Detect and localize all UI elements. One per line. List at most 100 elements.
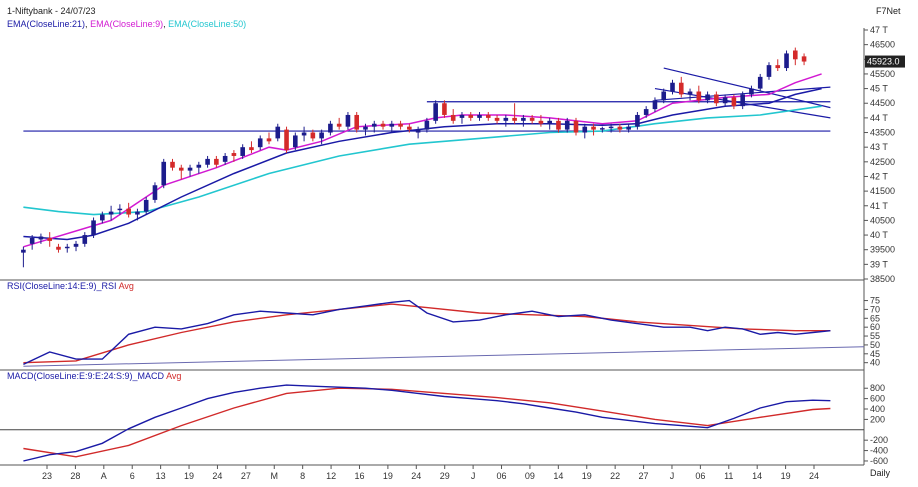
x-tick-label: M [271,471,279,481]
macd-title: MACD(CloseLine:E:9:E:24:S:9)_MACD [7,371,165,381]
candle-body [494,117,500,121]
x-tick-label: 27 [241,471,251,481]
candle-body [161,161,167,186]
price-tick-label: 39 T [870,259,888,269]
candle-body [696,91,702,101]
x-tick-label: 19 [781,471,791,481]
macd-tick-label: -200 [870,435,888,445]
candle-body [705,94,710,101]
ema50-legend: EMA(CloseLine:50) [168,19,247,29]
price-tick-label: 38500 [870,274,895,284]
candle-body [485,114,491,118]
candle-body [433,103,438,121]
candle-body [424,120,430,130]
candle-body [38,236,44,240]
candle-body [784,53,789,69]
candle-body [64,246,70,249]
candle-body [214,158,219,165]
candle-body [135,211,140,215]
candle-body [670,82,675,92]
macd-avg-line [23,387,831,458]
price-tick-label: 41500 [870,186,895,196]
candle-body [117,208,123,211]
candle-body [301,132,307,136]
candle-body [801,56,807,62]
x-tick-label: 22 [610,471,620,481]
candle-body [126,208,131,215]
candle-body [73,243,79,247]
price-tick-label: 43 T [870,142,888,152]
price-tick-label: 40500 [870,215,895,225]
macd-tick-label: 400 [870,404,885,414]
price-tick-label: 46500 [870,40,895,50]
candle-body [652,100,658,110]
candle-body [740,94,745,107]
ema9-legend: EMA(CloseLine:9) [90,19,164,29]
candle-body [178,167,184,171]
candle-body [266,138,272,142]
rsi-avg-label: Avg [118,281,134,291]
candle-body [442,103,447,115]
candle-body [749,88,754,95]
macd-tick-label: -600 [870,456,888,466]
candle-body [21,249,26,253]
candle-body [205,158,210,165]
x-tick-label: 16 [354,471,364,481]
provider-label: F7Net [876,6,901,16]
macd-tick-label: 800 [870,383,885,393]
candle-body [477,114,482,118]
candle-body [775,65,781,69]
candle-body [600,128,605,130]
candle-body [468,114,474,118]
candle-body [407,126,412,130]
candle-body [661,91,667,101]
rsi-tick-label: 60 [870,322,880,332]
rsi-tick-label: 45 [870,349,880,359]
candle-body [643,109,649,115]
price-tick-label: 42500 [870,157,895,167]
candle-body [91,220,96,236]
candle-body [108,211,114,215]
rsi-tick-label: 55 [870,331,880,341]
x-tick-label: J [670,471,675,481]
candle-body [398,123,403,127]
x-tick-label: 19 [383,471,393,481]
price-tick-label: 43500 [870,128,895,138]
macd-tick-label: 200 [870,414,885,424]
candle-body [354,114,360,130]
candle-body [196,164,202,168]
candle-body [328,123,333,133]
price-tick-label: 39500 [870,245,895,255]
x-tick-label: 27 [639,471,649,481]
candle-body [766,65,772,77]
ema-legend: EMA(CloseLine:21), EMA(CloseLine:9), EMA… [7,19,247,29]
candle-body [529,117,535,121]
candle-body [687,91,693,95]
candle-body [336,123,342,127]
rsi-panel-title: RSI(CloseLine:14:E:9)_RSI Avg [7,281,134,291]
price-tick-label: 45500 [870,69,895,79]
price-tick-label: 45 T [870,84,888,94]
ema9-line [23,73,822,248]
price-tick-label: 44500 [870,98,895,108]
x-tick-label: 8 [300,471,305,481]
candle-body [319,132,324,139]
candle-body [626,126,631,130]
x-tick-label: J [471,471,476,481]
candle-body [82,235,88,244]
candle-body [547,120,552,124]
x-tick-label: 19 [582,471,592,481]
price-tick-label: 40 T [870,230,888,240]
last-price-tag [865,55,905,68]
price-tick-label: 41 T [870,201,888,211]
x-tick-label: 14 [553,471,563,481]
candle-body [512,117,517,121]
candle-body [240,147,245,156]
x-tick-label: 09 [525,471,535,481]
rsi-trendline [23,346,865,367]
trendline [663,67,831,109]
macd-avg-label: Avg [166,371,182,381]
candle-body [415,129,421,133]
period-label: Daily [870,468,891,478]
